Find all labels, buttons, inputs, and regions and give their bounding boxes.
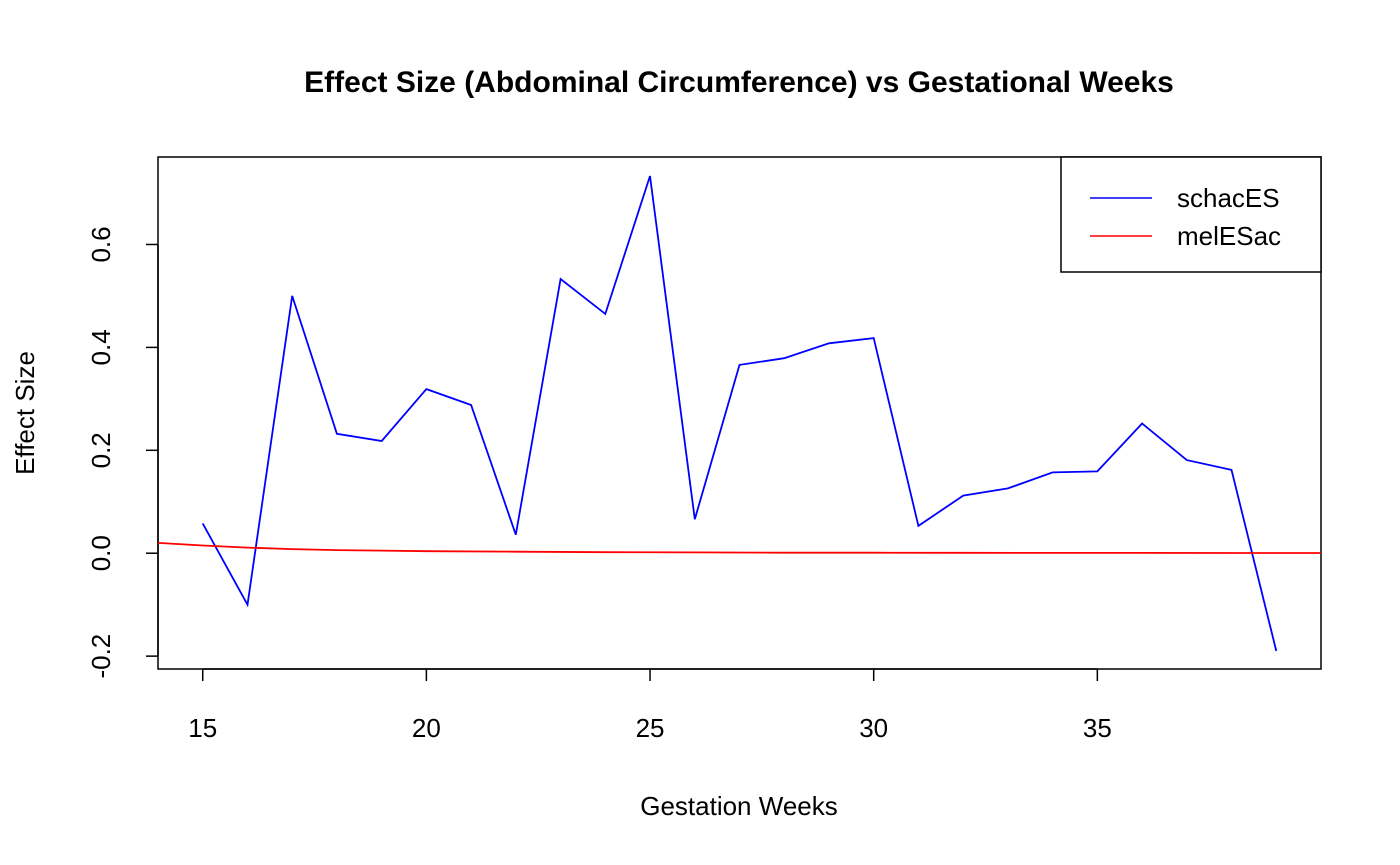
series-line-melESac bbox=[157, 542, 1321, 554]
x-axis-label: Gestation Weeks bbox=[640, 791, 838, 821]
x-tick-label: 25 bbox=[636, 713, 665, 743]
legend-box bbox=[1060, 156, 1322, 273]
y-tick-label: 0.4 bbox=[86, 329, 116, 365]
y-axis-label: Effect Size bbox=[10, 351, 40, 475]
x-tick-label: 35 bbox=[1083, 713, 1112, 743]
x-tick-label: 15 bbox=[188, 713, 217, 743]
x-tick-label: 30 bbox=[859, 713, 888, 743]
y-axis: -0.2 0.0 0.2 0.4 0.6 bbox=[86, 226, 159, 679]
chart-title: Effect Size (Abdominal Circumference) vs… bbox=[304, 66, 1174, 99]
series-layer bbox=[157, 175, 1322, 652]
legend: schacES melESac bbox=[1060, 156, 1322, 273]
y-tick-label: 0.2 bbox=[86, 432, 116, 468]
y-tick-label: 0.0 bbox=[86, 535, 116, 571]
legend-label-melESac: melESac bbox=[1177, 221, 1281, 251]
x-axis: 15 20 25 30 35 bbox=[188, 668, 1112, 743]
x-tick-label: 20 bbox=[412, 713, 441, 743]
y-tick-label: -0.2 bbox=[86, 634, 116, 679]
y-tick-label: 0.6 bbox=[86, 226, 116, 262]
legend-label-schacES: schacES bbox=[1177, 183, 1280, 213]
